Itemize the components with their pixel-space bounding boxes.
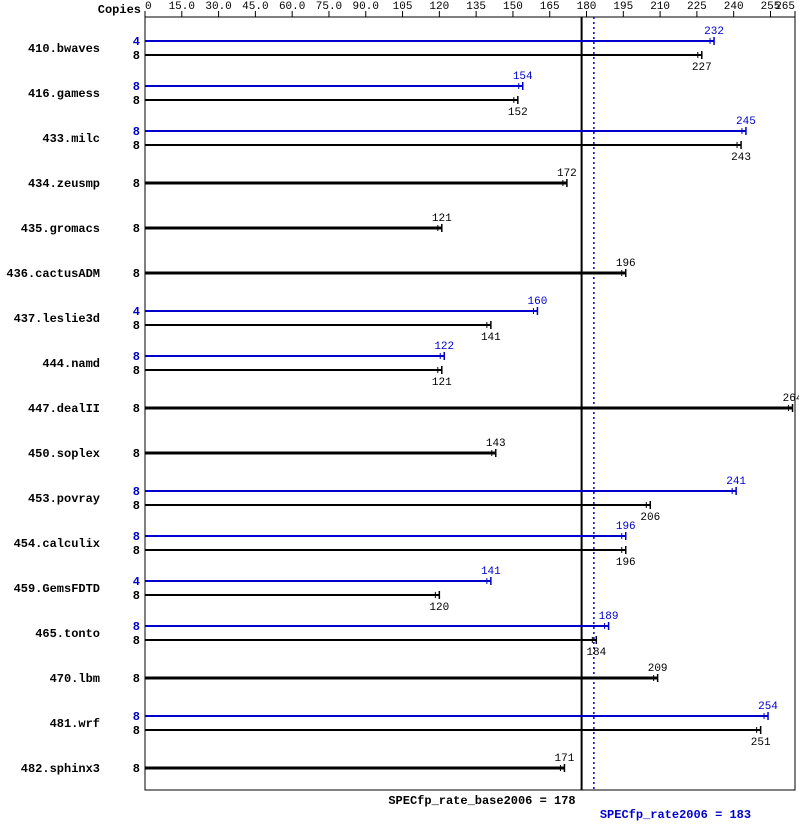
copies-base: 8 [133, 94, 140, 108]
result-value-label: 172 [557, 168, 577, 180]
copies-base: 8 [133, 319, 140, 333]
copies-base: 8 [133, 634, 140, 648]
axis-tick-label: 75.0 [316, 1, 342, 13]
axis-tick-label: 15.0 [169, 1, 195, 13]
axis-tick-label: 210 [650, 1, 670, 13]
result-value-label: 160 [528, 296, 548, 308]
benchmark-label: 435.gromacs [21, 222, 100, 236]
result-value-label: 241 [726, 476, 746, 488]
axis-tick-label: 105 [393, 1, 413, 13]
benchmark-label: 465.tonto [35, 627, 100, 641]
benchmark-label: 447.dealII [28, 402, 100, 416]
summary-base-label: SPECfp_rate_base2006 = 178 [388, 794, 575, 808]
axis-tick-label: 120 [429, 1, 449, 13]
copies-base: 8 [133, 177, 140, 191]
benchmark-label: 481.wrf [50, 717, 100, 731]
axis-tick-label: 45.0 [242, 1, 268, 13]
result-value-label: 154 [513, 71, 533, 83]
copies-header: Copies [98, 3, 141, 17]
benchmark-label: 450.soplex [28, 447, 100, 461]
result-value-label: 121 [432, 213, 452, 225]
result-value-label: 251 [751, 737, 771, 749]
result-value-label: 120 [429, 602, 449, 614]
copies-base: 8 [133, 447, 140, 461]
result-value-label: 121 [432, 377, 452, 389]
result-value-label: 243 [731, 152, 751, 164]
copies-peak: 8 [133, 710, 140, 724]
result-value-label: 143 [486, 438, 506, 450]
benchmark-label: 482.sphinx3 [21, 762, 100, 776]
copies-base: 8 [133, 672, 140, 686]
result-value-label: 206 [640, 512, 660, 524]
axis-tick-label: 30.0 [205, 1, 231, 13]
benchmark-label: 434.zeusmp [28, 177, 100, 191]
result-value-label: 141 [481, 566, 501, 578]
copies-peak: 8 [133, 530, 140, 544]
axis-tick-label: 135 [466, 1, 486, 13]
copies-base: 8 [133, 724, 140, 738]
benchmark-label: 433.milc [42, 132, 100, 146]
benchmark-label: 444.namd [42, 357, 100, 371]
benchmark-label: 437.leslie3d [14, 312, 100, 326]
copies-peak: 8 [133, 620, 140, 634]
copies-base: 8 [133, 402, 140, 416]
axis-tick-label: 165 [540, 1, 560, 13]
copies-base: 8 [133, 222, 140, 236]
copies-peak: 4 [133, 305, 140, 319]
specfp-rate-chart: 0 15.0 30.0 45.0 60.0 75.0 90.0 105 120 135 150 165… [0, 0, 799, 831]
copies-peak: 4 [133, 35, 140, 49]
result-value-label: 232 [704, 26, 724, 38]
copies-base: 8 [133, 139, 140, 153]
copies-base: 8 [133, 499, 140, 513]
benchmark-label: 436.cactusADM [6, 267, 100, 281]
copies-base: 8 [133, 267, 140, 281]
axis-tick-label: 180 [577, 1, 597, 13]
benchmark-label: 453.povray [28, 492, 100, 506]
copies-peak: 8 [133, 80, 140, 94]
benchmark-label: 459.GemsFDTD [14, 582, 100, 596]
copies-peak: 4 [133, 575, 140, 589]
result-value-label: 171 [555, 753, 575, 765]
copies-peak: 8 [133, 125, 140, 139]
result-value-label: 196 [616, 521, 636, 533]
copies-base: 8 [133, 762, 140, 776]
axis-tick-label: 0 [145, 1, 152, 13]
result-value-label: 189 [599, 611, 619, 623]
axis-tick-label: 240 [724, 1, 744, 13]
result-value-label: 196 [616, 557, 636, 569]
result-value-label: 245 [736, 116, 756, 128]
benchmark-label: 416.gamess [28, 87, 100, 101]
result-value-label: 254 [758, 701, 778, 713]
copies-base: 8 [133, 49, 140, 63]
axis-tick-label: 60.0 [279, 1, 305, 13]
copies-base: 8 [133, 364, 140, 378]
axis-tick-label: 150 [503, 1, 523, 13]
axis-tick-label: 195 [613, 1, 633, 13]
copies-base: 8 [133, 544, 140, 558]
summary-peak-label: SPECfp_rate2006 = 183 [600, 808, 751, 822]
result-value-label: 184 [586, 647, 606, 659]
plot-border [145, 17, 795, 790]
result-value-label: 227 [692, 62, 712, 74]
result-value-label: 122 [434, 341, 454, 353]
result-value-label: 141 [481, 332, 501, 344]
axis-tick-label: 265 [775, 1, 795, 13]
copies-base: 8 [133, 589, 140, 603]
copies-peak: 8 [133, 350, 140, 364]
axis-tick-label: 90.0 [353, 1, 379, 13]
benchmark-label: 470.lbm [50, 672, 100, 686]
benchmark-label: 410.bwaves [28, 42, 100, 56]
benchmark-label: 454.calculix [14, 537, 100, 551]
result-value-label: 152 [508, 107, 528, 119]
copies-peak: 8 [133, 485, 140, 499]
result-value-label: 209 [648, 663, 668, 675]
result-value-label: 264 [783, 393, 799, 405]
axis-tick-label: 225 [687, 1, 707, 13]
result-value-label: 196 [616, 258, 636, 270]
